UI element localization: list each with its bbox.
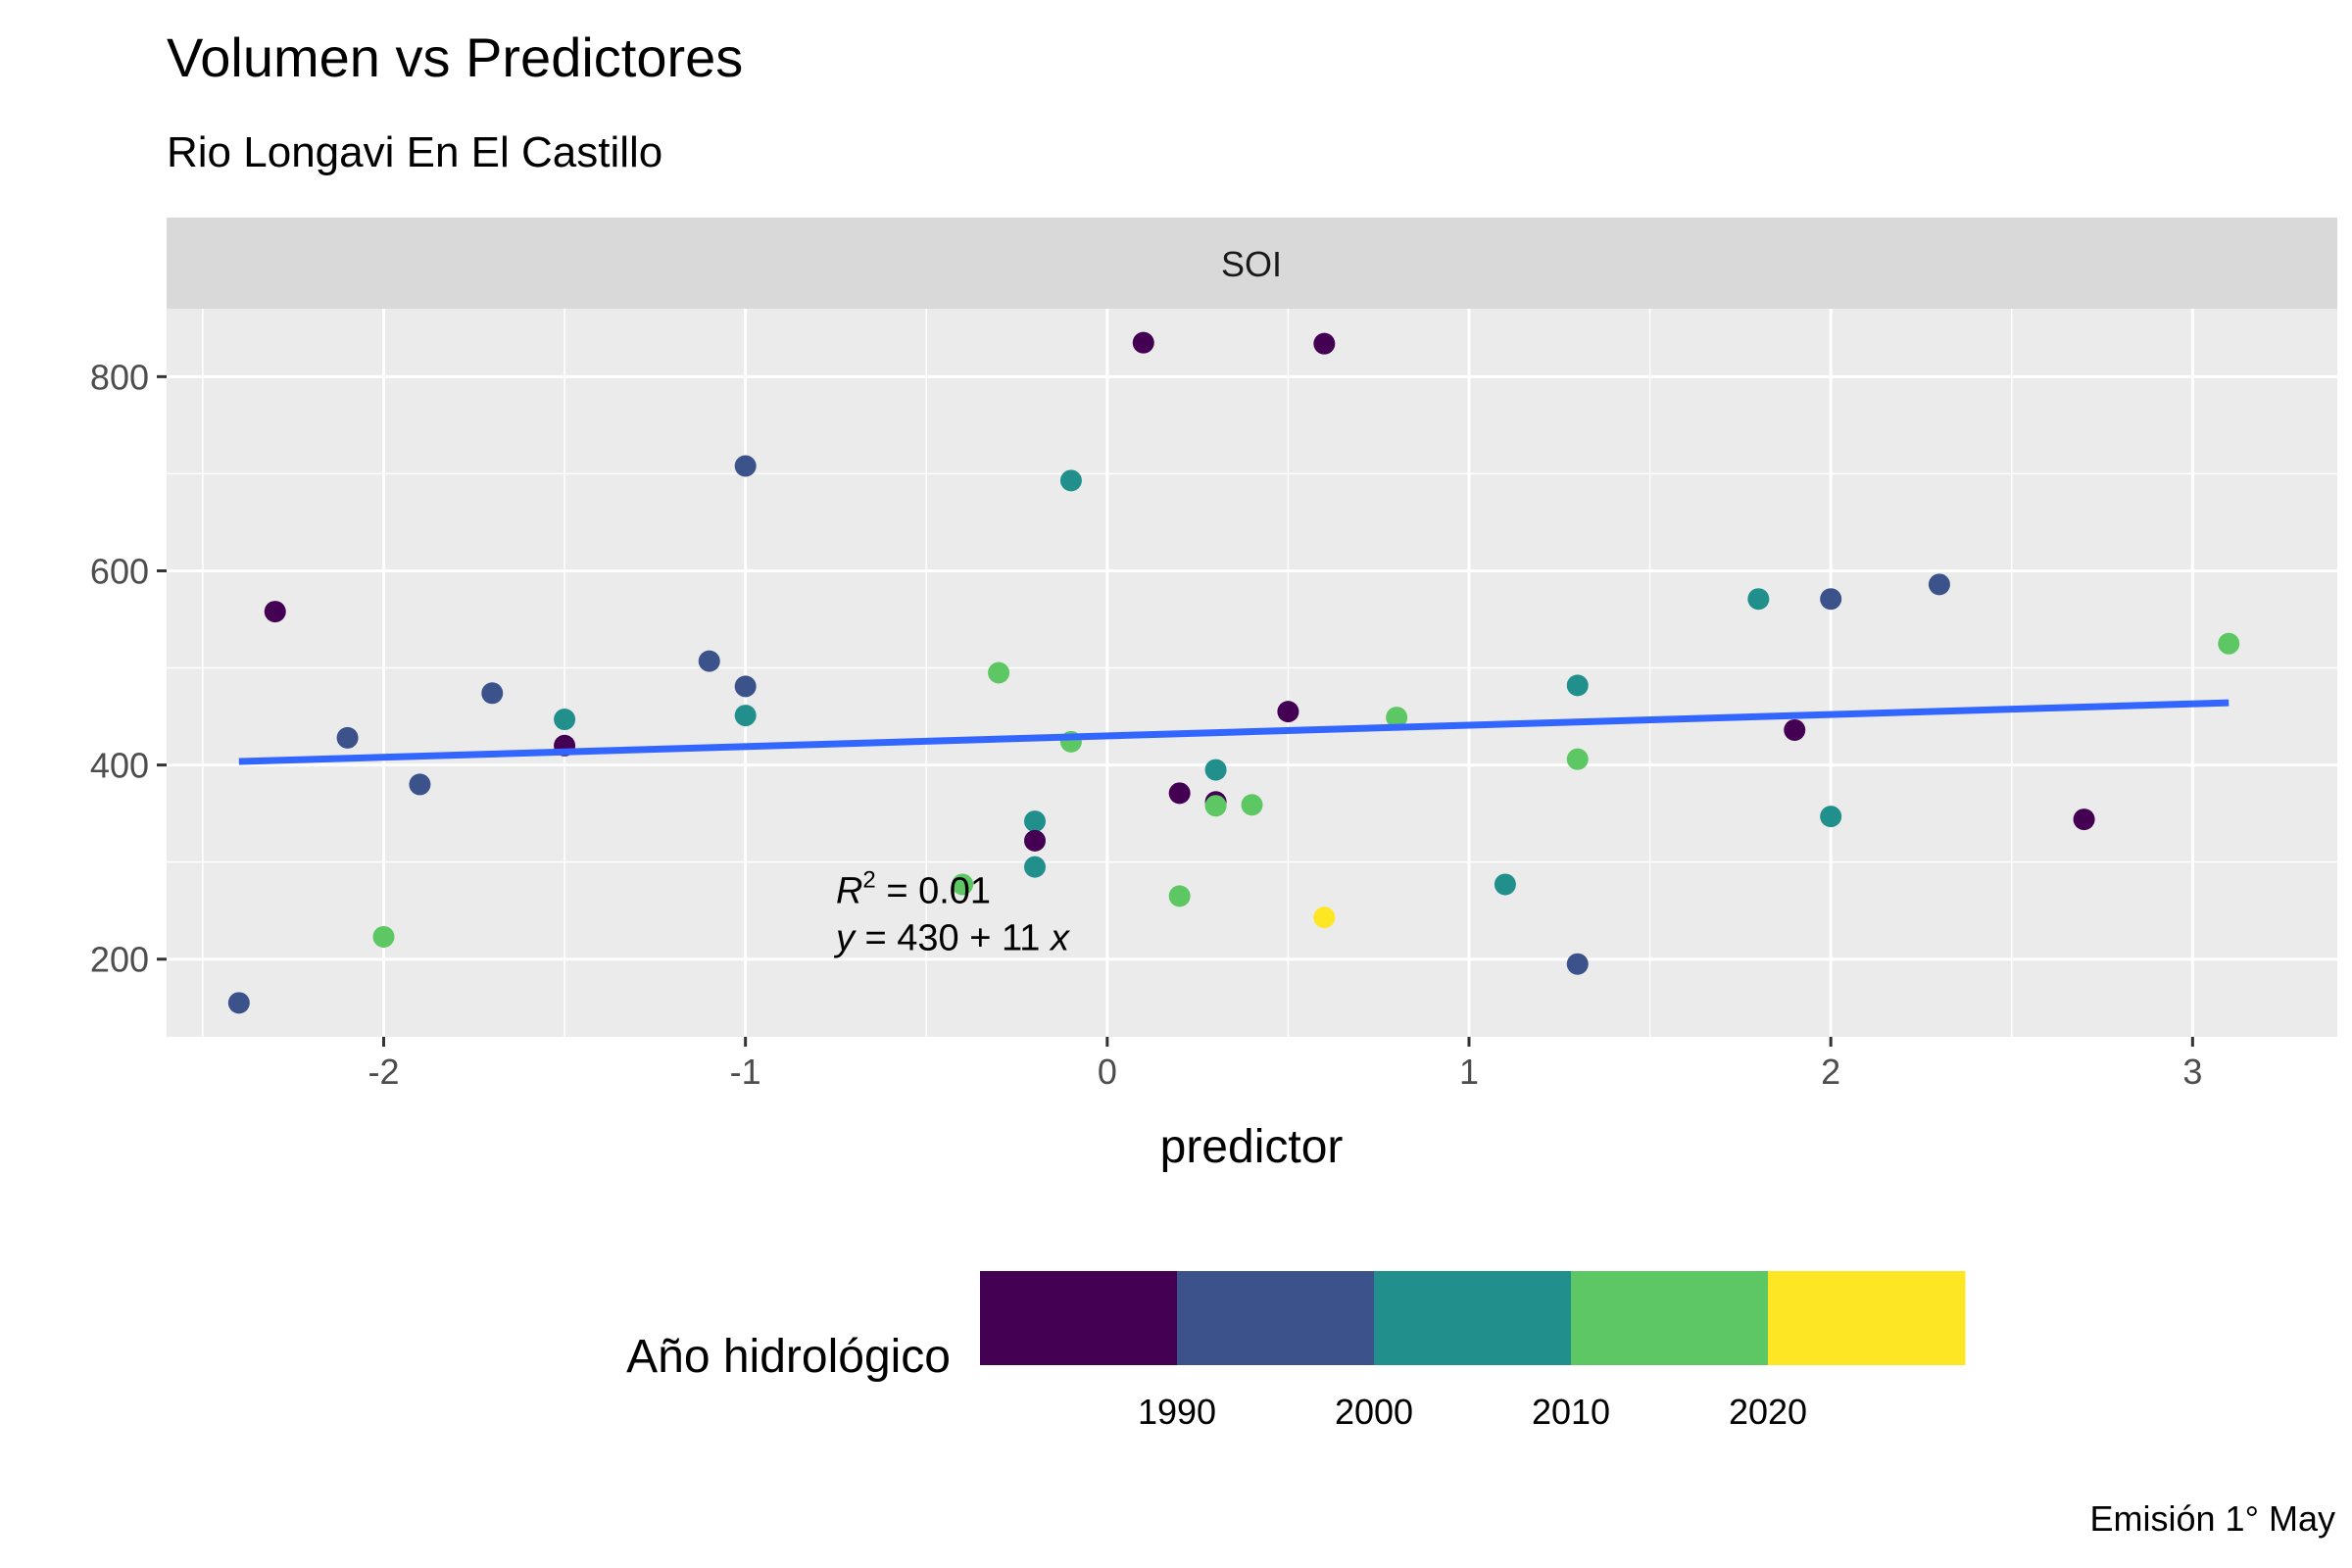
grid-major [167,309,2337,1037]
regression-line [238,699,2230,765]
data-point [734,705,757,727]
data-point [372,925,395,948]
data-point [1494,873,1516,896]
data-point [2218,632,2240,655]
data-point [336,726,359,749]
legend-swatch [1177,1271,1375,1365]
data-point [554,709,576,731]
legend-swatch [1571,1271,1769,1365]
data-point [1241,794,1263,816]
y-tick-label: 400 [90,746,149,786]
x-tick-label: -1 [730,1052,761,1092]
data-point [409,773,431,796]
x-tick-label: 3 [2182,1052,2202,1092]
data-point [1204,795,1227,817]
data-point [1386,707,1408,729]
legend-colorbar [980,1271,1966,1365]
data-point [734,455,757,477]
data-point [1024,856,1046,878]
data-point [1747,588,1770,611]
data-point [1204,759,1227,781]
data-point [1168,782,1191,805]
plot-panel [167,309,2337,1037]
data-point [1566,953,1589,975]
data-point [2073,808,2095,831]
equation-annotation: y = 430 + 11 x [833,917,1071,958]
legend-tick-label: 2010 [1532,1392,1610,1432]
data-point [1132,331,1154,354]
data-point [1313,332,1336,355]
y-tick-label: 800 [90,357,149,397]
x-tick-label: 2 [1821,1052,1840,1092]
r-squared-annotation: R2 = 0.01 [836,866,991,911]
x-tick-label: 1 [1459,1052,1479,1092]
facet-strip [167,218,2337,309]
data-point [952,873,974,896]
legend-swatch [1374,1271,1572,1365]
legend-ticks: 1990 2000 2010 2020 [1138,1392,1807,1432]
legend-title: Año hidrológico [626,1331,951,1383]
legend-swatch [1768,1271,1966,1365]
facet-strip-label: SOI [1221,244,1282,284]
data-point [1024,829,1046,852]
x-axis: -2 -1 0 1 2 3 [368,1037,2202,1092]
data-point [698,650,720,672]
x-tick-label: -2 [368,1052,399,1092]
data-point [1820,806,1842,828]
grid-minor [167,309,2337,1037]
data-point [1277,701,1299,723]
data-point [481,682,504,705]
data-point [1024,810,1046,833]
y-tick-label: 200 [90,940,149,980]
chart-title: Volumen vs Predictores [167,26,743,88]
legend-swatch [980,1271,1178,1365]
data-point [264,601,286,623]
y-tick-label: 600 [90,551,149,591]
data-point [988,662,1010,684]
y-axis: 200 400 600 800 [90,357,167,980]
caption: Emisión 1° May [2090,1498,2335,1539]
legend-tick-label: 2020 [1729,1392,1807,1432]
data-point [1313,906,1336,929]
data-point [1168,885,1191,907]
data-point [1059,469,1082,492]
data-point [1566,748,1589,770]
data-point [1928,573,1950,596]
legend-tick-label: 2000 [1335,1392,1413,1432]
x-axis-title: predictor [1160,1121,1344,1173]
data-point [1566,674,1589,697]
data-point [227,992,250,1014]
data-point [1820,588,1842,611]
legend-tick-label: 1990 [1138,1392,1216,1432]
data-point [1784,718,1806,741]
x-tick-label: 0 [1098,1052,1117,1092]
data-point [734,675,757,698]
chart-subtitle: Rio Longavi En El Castillo [167,128,662,176]
